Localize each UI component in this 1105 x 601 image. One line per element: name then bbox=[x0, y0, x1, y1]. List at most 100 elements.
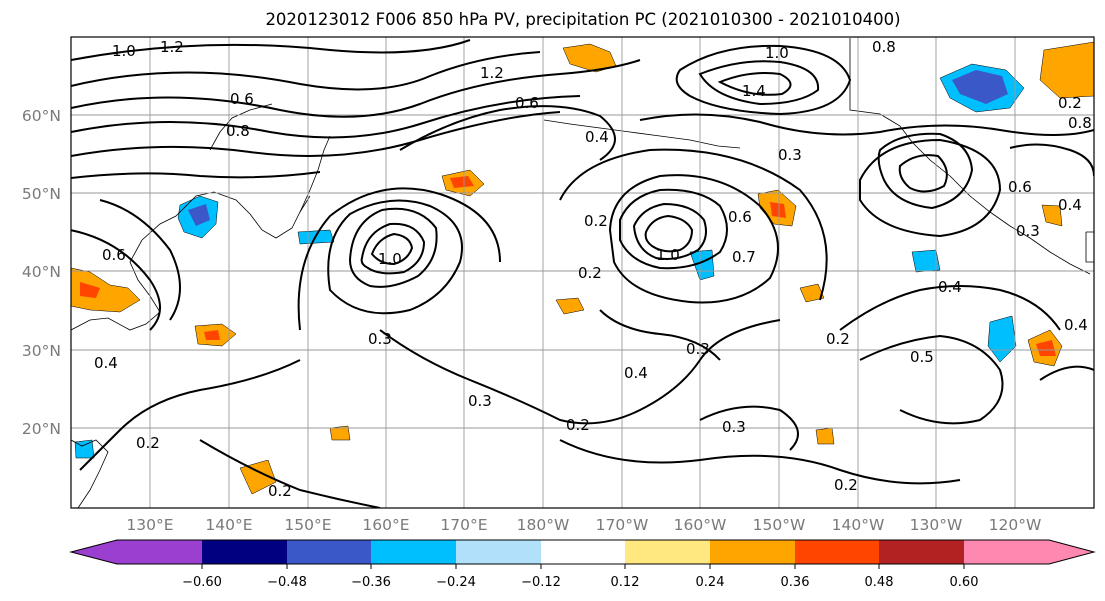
precip-anomaly-positive bbox=[80, 282, 100, 298]
contour-label: 0.2 bbox=[578, 264, 602, 282]
colorbar-tick-label: −0.48 bbox=[267, 575, 307, 590]
colorbar-tick-label: −0.60 bbox=[182, 575, 222, 590]
coastlines bbox=[71, 38, 1094, 508]
contour-label: 0.3 bbox=[468, 392, 492, 410]
map-panel: 1.0 1.2 0.8 0.6 1.2 0.6 1.0 1.4 0.8 0.4 … bbox=[70, 36, 1095, 509]
contour-label: 0.7 bbox=[732, 248, 756, 266]
colorbar-tick-label: 0.36 bbox=[781, 575, 810, 590]
precip-anomaly-negative bbox=[987, 315, 1017, 363]
map-title: 2020123012 F006 850 hPa PV, precipitatio… bbox=[265, 10, 900, 29]
contour-label: 0.8 bbox=[1068, 114, 1092, 132]
contour-labels: 1.0 1.2 0.8 0.6 1.2 0.6 1.0 1.4 0.8 0.4 … bbox=[94, 38, 1092, 500]
precip-anomaly-negative bbox=[911, 249, 941, 273]
precip-anomaly-positive bbox=[71, 267, 141, 313]
precip-anomaly-positive bbox=[815, 427, 835, 445]
precip-anomaly-positive bbox=[1039, 41, 1094, 99]
precip-anomaly-positive bbox=[555, 297, 585, 315]
lon-label: 140°W bbox=[832, 516, 885, 534]
map-background bbox=[71, 37, 1094, 508]
lon-label: 170°E bbox=[440, 516, 487, 534]
colorbar-extend-high bbox=[1049, 540, 1094, 564]
colorbar-tick-label: −0.12 bbox=[521, 575, 561, 590]
contour-label: 0.3 bbox=[1016, 222, 1040, 240]
lon-label: 130°W bbox=[910, 516, 963, 534]
contour-label: 0.2 bbox=[268, 482, 292, 500]
contour-label: 1.2 bbox=[480, 64, 504, 82]
contour-label: 0.6 bbox=[102, 246, 126, 264]
precip-anomaly-negative bbox=[952, 70, 1008, 104]
contour-label: 0.4 bbox=[1058, 196, 1082, 214]
colorbar-segment bbox=[964, 540, 1049, 564]
colorbar-tick-marks bbox=[201, 564, 965, 569]
contour-label: 1.2 bbox=[160, 38, 184, 56]
contour-label: 0.3 bbox=[722, 418, 746, 436]
colorbar-segment bbox=[710, 540, 795, 564]
contour-label: 0.2 bbox=[826, 330, 850, 348]
precip-anomaly-negative bbox=[188, 204, 210, 226]
colorbar-segment bbox=[456, 540, 541, 564]
precip-anomaly-positive bbox=[1036, 340, 1056, 356]
contour-label: 0.4 bbox=[585, 128, 609, 146]
colorbar-segment bbox=[287, 540, 371, 564]
contour-label: 0.3 bbox=[778, 146, 802, 164]
lat-label-30n: 30°N bbox=[22, 342, 61, 360]
precip-anomaly-positive bbox=[799, 283, 825, 303]
colorbar-tick-label: −0.36 bbox=[351, 575, 391, 590]
contour-label: 0.4 bbox=[1064, 316, 1088, 334]
contour-label: 0.2 bbox=[136, 434, 160, 452]
contour-label: 0.8 bbox=[226, 122, 250, 140]
contour-label: 1.0 bbox=[112, 42, 136, 60]
lat-label-50n: 50°N bbox=[22, 185, 61, 203]
lon-label: 160°E bbox=[362, 516, 409, 534]
contour-label: 0.2 bbox=[834, 476, 858, 494]
pv-contours bbox=[71, 39, 1094, 508]
lon-label: 180°W bbox=[517, 516, 570, 534]
precip-anomaly-positive bbox=[450, 176, 474, 188]
contour-label: 0.3 bbox=[368, 330, 392, 348]
colorbar-tick-label: 0.48 bbox=[865, 575, 894, 590]
colorbar: −0.60 −0.48 −0.36 −0.24 −0.12 0.12 0.24 … bbox=[69, 539, 1096, 590]
contour-label: 0.3 bbox=[686, 340, 710, 358]
colorbar-segment bbox=[202, 540, 287, 564]
contour-label: 0.6 bbox=[1008, 178, 1032, 196]
lon-label: 130°E bbox=[126, 516, 173, 534]
contour-label: 0.6 bbox=[728, 208, 752, 226]
contour-label: 0.8 bbox=[872, 38, 896, 56]
contour-label: 0.2 bbox=[584, 212, 608, 230]
colorbar-extend-low bbox=[71, 540, 117, 564]
contour-label: 1.0 bbox=[378, 250, 402, 268]
lon-label: 170°W bbox=[596, 516, 649, 534]
contour-label: 0.5 bbox=[910, 348, 934, 366]
lon-label: 150°E bbox=[284, 516, 331, 534]
precip-anomaly-positive bbox=[239, 459, 277, 495]
contour-label: 0.4 bbox=[624, 364, 648, 382]
precip-anomaly-negative bbox=[74, 439, 95, 459]
lon-label: 120°W bbox=[989, 516, 1042, 534]
lon-label: 150°W bbox=[753, 516, 806, 534]
latitude-labels: 20°N 30°N 40°N 50°N 60°N bbox=[22, 107, 61, 438]
contour-label: 1.4 bbox=[742, 82, 766, 100]
colorbar-tick-labels: −0.60 −0.48 −0.36 −0.24 −0.12 0.12 0.24 … bbox=[182, 575, 978, 590]
contour-label: 0.6 bbox=[515, 94, 539, 112]
colorbar-segment bbox=[625, 540, 710, 564]
colorbar-segment bbox=[541, 540, 625, 564]
precip-anomaly-positive bbox=[204, 330, 220, 340]
colorbar-outline bbox=[69, 539, 1096, 565]
colorbar-tick-label: 0.60 bbox=[950, 575, 979, 590]
contour-label: 0.4 bbox=[938, 278, 962, 296]
precip-shading bbox=[71, 41, 1094, 495]
colorbar-segment bbox=[371, 540, 456, 564]
longitude-labels: 130°E 140°E 150°E 160°E 170°E 180°W 170°… bbox=[126, 516, 1041, 534]
colorbar-segment bbox=[117, 540, 202, 564]
precip-anomaly-positive bbox=[1041, 204, 1063, 227]
lat-label-20n: 20°N bbox=[22, 420, 61, 438]
lon-label: 160°W bbox=[674, 516, 727, 534]
contour-label: 0.4 bbox=[94, 354, 118, 372]
contour-label: 1.0 bbox=[656, 246, 680, 264]
colorbar-segment bbox=[879, 540, 964, 564]
precip-anomaly-positive bbox=[770, 202, 786, 218]
colorbar-tick-label: 0.24 bbox=[696, 575, 725, 590]
contour-label: 0.2 bbox=[566, 416, 590, 434]
lon-label: 140°E bbox=[205, 516, 252, 534]
